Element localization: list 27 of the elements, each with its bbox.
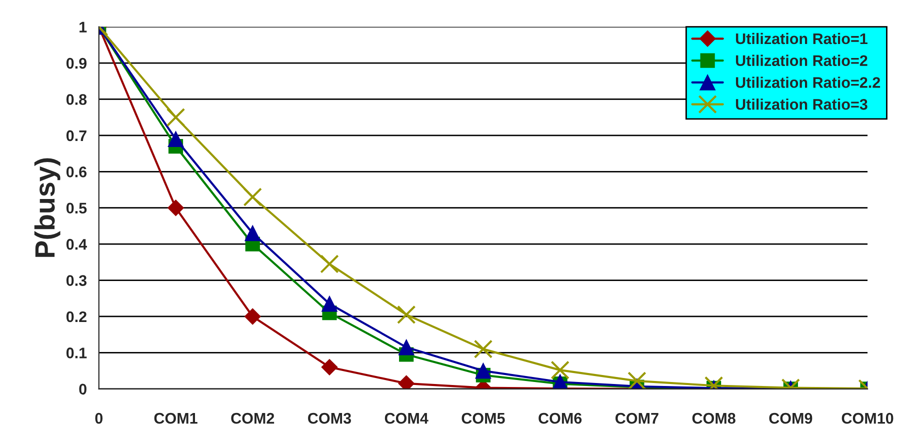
x-tick-label: COM10 — [842, 412, 894, 424]
y-tick-label: 0.2 — [66, 311, 86, 322]
x-tick-label: COM7 — [616, 412, 658, 424]
x-tick-label: COM4 — [384, 412, 428, 424]
y-tick-label: 1 — [80, 22, 87, 32]
x-tick-label: COM9 — [769, 412, 812, 424]
x-tick-label: COM2 — [231, 412, 274, 424]
y-tick-label: 0.4 — [66, 238, 88, 250]
y-tick-label: 0.6 — [66, 166, 87, 178]
y-axis-title: P(busy) — [34, 158, 60, 257]
y-tick-label: 0.9 — [66, 58, 87, 69]
y-tick-label: 0.5 — [66, 202, 87, 214]
y-tick-label: 0.1 — [66, 348, 87, 358]
y-tick-label: 0.7 — [66, 130, 86, 142]
y-tick-label: 0 — [79, 384, 86, 395]
x-tick-label: COM1 — [154, 412, 198, 424]
legend-label: Utilization Ratio=1 — [736, 32, 868, 44]
legend-label: Utilization Ratio=2.2 — [736, 76, 880, 88]
x-tick-label: COM5 — [462, 412, 505, 424]
x-tick-label: COM3 — [308, 412, 351, 424]
x-tick-label: COM8 — [692, 412, 736, 424]
x-tick-label: COM6 — [538, 412, 582, 424]
legend-label: Utilization Ratio=2 — [736, 54, 868, 66]
x-tick-label: 0 — [95, 412, 103, 424]
y-tick-label: 0.3 — [66, 275, 87, 286]
y-tick-label: 0.8 — [66, 94, 87, 105]
legend-label: Utilization Ratio=3 — [736, 98, 868, 110]
